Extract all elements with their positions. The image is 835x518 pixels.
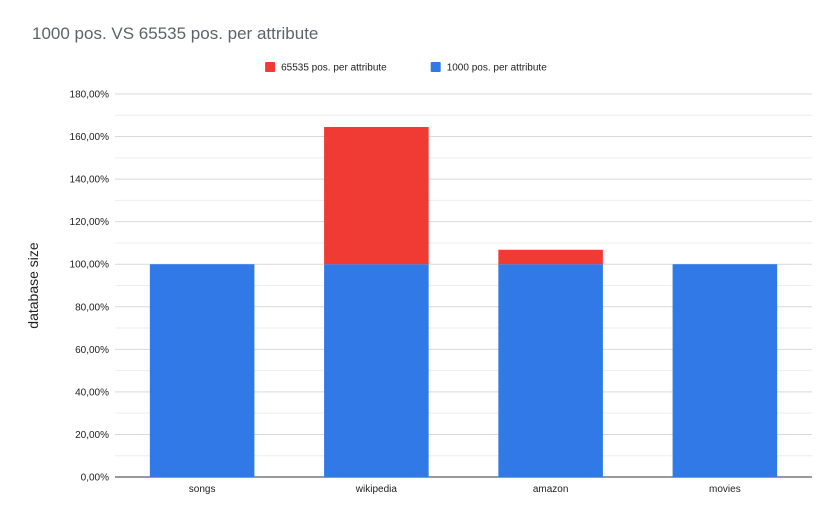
x-axis-ticks: songs wikipedia amazon movies: [189, 484, 741, 495]
bar-amazon-series-0: [498, 264, 603, 477]
y-tick-label: 100,00%: [70, 260, 110, 271]
y-tick-label: 160,00%: [70, 132, 110, 143]
bar-movies-series-0: [672, 264, 778, 477]
chart-title: 1000 pos. VS 65535 pos. per attribute: [32, 24, 319, 43]
y-tick-label: 80,00%: [75, 302, 109, 313]
y-tick-label: 60,00%: [75, 345, 109, 356]
legend-label: 65535 pos. per attribute: [281, 63, 387, 74]
x-tick-label: songs: [189, 484, 216, 495]
y-tick-label: 40,00%: [75, 387, 109, 398]
legend-swatch: [265, 62, 276, 72]
y-tick-label: 140,00%: [70, 175, 110, 186]
y-tick-label: 0,00%: [81, 473, 109, 484]
y-axis-label: database size: [25, 242, 41, 329]
bar-wikipedia-series-0: [324, 264, 429, 477]
bar-amazon-series-1: [498, 249, 603, 265]
y-tick-label: 120,00%: [70, 217, 110, 228]
bars: [149, 126, 778, 477]
x-tick-label: movies: [709, 484, 741, 495]
bar-songs-series-0: [149, 264, 255, 477]
x-tick-label: wikipedia: [355, 484, 398, 495]
x-tick-label: amazon: [533, 484, 569, 495]
legend-swatch: [430, 62, 441, 72]
legend: 65535 pos. per attribute 1000 pos. per at…: [265, 62, 547, 74]
bar-wikipedia-series-1: [324, 126, 429, 265]
y-tick-label: 20,00%: [75, 430, 109, 441]
legend-label: 1000 pos. per attribute: [447, 63, 548, 74]
y-tick-label: 180,00%: [70, 90, 110, 101]
y-axis-ticks: 0,00% 20,00% 40,00% 60,00% 80,00% 100,00% 120,…: [70, 90, 110, 484]
